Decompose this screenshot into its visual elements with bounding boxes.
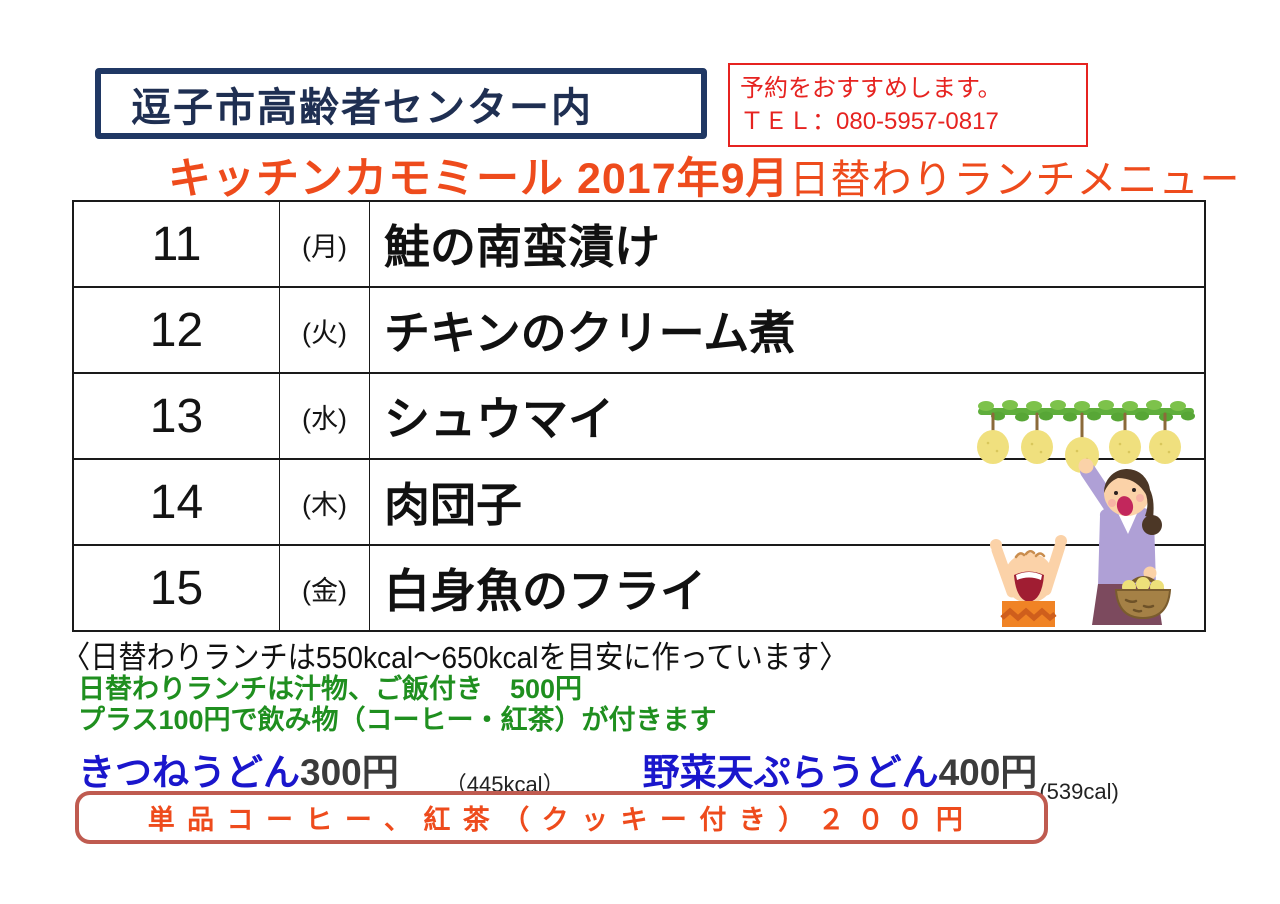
- pear-stems: [991, 412, 1167, 440]
- table-row: 15 (金) 白身魚のフライ: [74, 544, 1204, 630]
- table-row: 11 (月) 鮭の南蛮漬け: [74, 202, 1204, 286]
- pear-speckles: [986, 441, 1171, 461]
- udon2-name: 野菜天ぷらうどん: [642, 752, 939, 793]
- date-cell: 14: [74, 460, 280, 544]
- day-cell: (水): [280, 374, 370, 458]
- branch-leaves: [978, 400, 1186, 411]
- day-cell: (木): [280, 460, 370, 544]
- menu-table-body: 11 (月) 鮭の南蛮漬け 12 (火) チキンのクリーム煮 13 (水) シュウマイ 14 (木)…: [74, 202, 1204, 630]
- reservation-box: 予約をおすすめします。 ＴＥＬ：080-5957-0817: [728, 63, 1088, 147]
- coffee-box: 単品コーヒー、紅茶（クッキー付き）２００円: [75, 791, 1048, 844]
- date-cell: 11: [74, 202, 280, 286]
- lunch-price-note: 日替わりランチは汁物、ご飯付き 500円: [78, 674, 583, 704]
- pears: [977, 430, 1181, 473]
- location-box: 逗子市高齢者センター内: [95, 68, 707, 139]
- reservation-line1: 予約をおすすめします。: [740, 75, 1002, 102]
- udon1-price: 300円: [300, 752, 399, 793]
- page-title: キッチンカモミール 2017年9月日替わりランチメニュー: [168, 144, 1241, 206]
- title-sub: 日替わりランチメニュー: [789, 158, 1241, 202]
- udon1-name: きつねうどん: [78, 752, 300, 793]
- date-cell: 15: [74, 546, 280, 630]
- drink-option-note: プラス100円で飲み物（コーヒー・紅茶）が付きます: [78, 705, 717, 735]
- green-notes: 日替わりランチは汁物、ご飯付き 500円 プラス100円で飲み物（コーヒー・紅茶…: [78, 674, 717, 736]
- dish-cell: 鮭の南蛮漬け: [384, 221, 660, 273]
- udon2-price: 400円: [938, 752, 1038, 793]
- date-cell: 12: [74, 288, 280, 372]
- dish-cell: 肉団子: [384, 479, 522, 531]
- branch-leaves-dark: [991, 411, 1195, 422]
- location-label: 逗子市高齢者センター内: [131, 85, 593, 130]
- title-main: キッチンカモミール 2017年9月: [168, 155, 790, 203]
- day-cell: (火): [280, 288, 370, 372]
- dish-cell: シュウマイ: [384, 393, 614, 445]
- kcal-note: 〈日替わりランチは550kcal～650kcalを目安に作っています〉: [62, 640, 848, 675]
- day-cell: (金): [280, 546, 370, 630]
- date-cell: 13: [74, 374, 280, 458]
- menu-table: 11 (月) 鮭の南蛮漬け 12 (火) チキンのクリーム煮 13 (水) シュウマイ 14 (木)…: [72, 200, 1206, 632]
- table-row: 14 (木) 肉団子: [74, 458, 1204, 544]
- day-cell: (月): [280, 202, 370, 286]
- table-row: 13 (水) シュウマイ: [74, 372, 1204, 458]
- pear-picking-illustration: [977, 400, 1195, 627]
- table-row: 12 (火) チキンのクリーム煮: [74, 286, 1204, 372]
- dish-cell: チキンのクリーム煮: [384, 307, 796, 359]
- coffee-box-label: 単品コーヒー、紅茶（クッキー付き）２００円: [147, 805, 976, 835]
- udon-price-line: きつねうどん 300円 （445kcal） 野菜天ぷらうどん 400円 (539…: [78, 742, 1119, 804]
- child: [990, 535, 1067, 627]
- dish-cell: 白身魚のフライ: [384, 565, 706, 617]
- udon2-kcal: (539cal): [1039, 779, 1119, 804]
- reservation-line2: ＴＥＬ：080-5957-0817: [740, 108, 999, 135]
- woman: [1078, 458, 1172, 625]
